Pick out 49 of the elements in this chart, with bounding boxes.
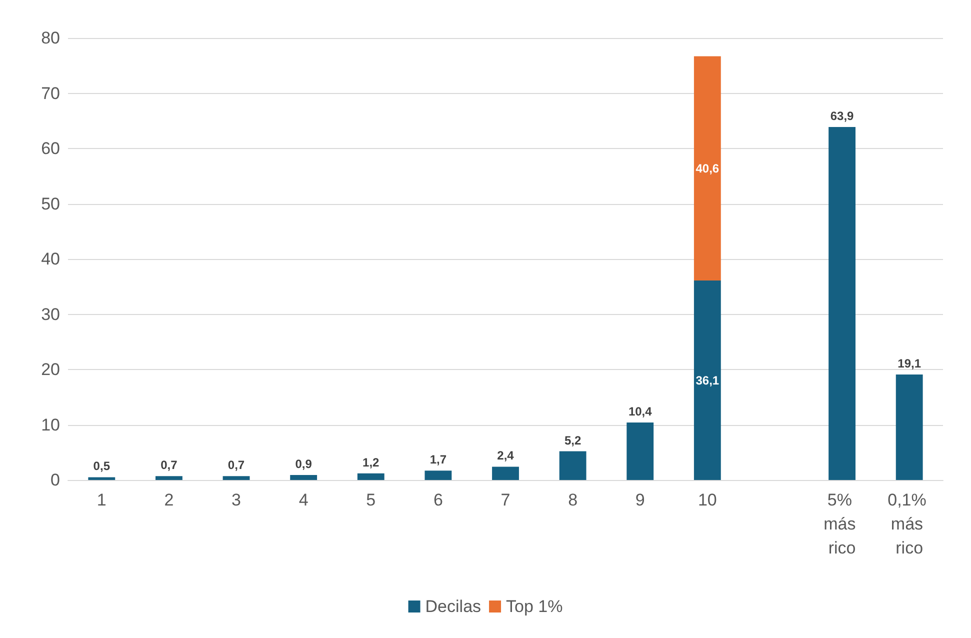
data-label: 5,2 <box>564 433 582 448</box>
bar <box>492 466 519 480</box>
x-tick-label: 10 <box>698 490 717 510</box>
bar <box>88 477 116 480</box>
y-tick-label: 60 <box>41 139 60 158</box>
data-label: 2,4 <box>497 448 514 463</box>
x-tick-label: 9 <box>635 490 645 510</box>
legend-label: Decilas <box>425 597 482 616</box>
x-tick-label: 4 <box>298 490 308 510</box>
y-tick-label: 10 <box>41 415 60 434</box>
x-tick-label: 2 <box>164 490 174 510</box>
x-tick-label: 1 <box>96 490 106 510</box>
bar <box>694 280 721 480</box>
bar <box>626 422 654 480</box>
data-label: 10,4 <box>628 404 652 419</box>
data-label: 0,7 <box>228 458 245 472</box>
y-tick-label: 0 <box>50 470 60 490</box>
y-tick-label: 20 <box>41 360 60 379</box>
bar <box>290 475 318 480</box>
data-label: 63,9 <box>830 108 854 123</box>
y-tick-label: 40 <box>41 250 60 268</box>
data-label: 36,1 <box>696 373 720 388</box>
data-label: 1,2 <box>362 455 380 470</box>
data-label: 0,5 <box>93 459 110 474</box>
bar <box>156 476 182 480</box>
y-tick-label: 70 <box>41 84 60 103</box>
x-tick-label: 7 <box>500 490 510 510</box>
x-tick-label: 3 <box>232 490 242 510</box>
x-tick-label: 6 <box>433 490 443 510</box>
x-tick-label: 5 <box>366 490 376 510</box>
data-label: 1,7 <box>430 452 447 467</box>
bar <box>896 374 923 480</box>
bar <box>828 126 856 480</box>
x-tick-label: 8 <box>568 490 578 510</box>
y-tick-label: 80 <box>41 28 60 48</box>
y-tick-label: 50 <box>41 194 60 214</box>
data-label: 19,1 <box>898 356 922 370</box>
data-label: 0,9 <box>295 457 312 472</box>
bar <box>559 451 586 480</box>
legend-label: Top 1% <box>506 597 563 616</box>
x-tick-label: 5% más rico <box>824 490 860 558</box>
data-label: 40,6 <box>696 161 720 176</box>
bar <box>222 476 250 480</box>
y-tick-label: 30 <box>41 304 60 324</box>
x-tick-label: 0,1% más rico <box>888 490 932 558</box>
bar <box>424 470 452 480</box>
bar <box>694 56 721 281</box>
data-label: 0,7 <box>160 458 178 472</box>
bar <box>357 473 384 480</box>
